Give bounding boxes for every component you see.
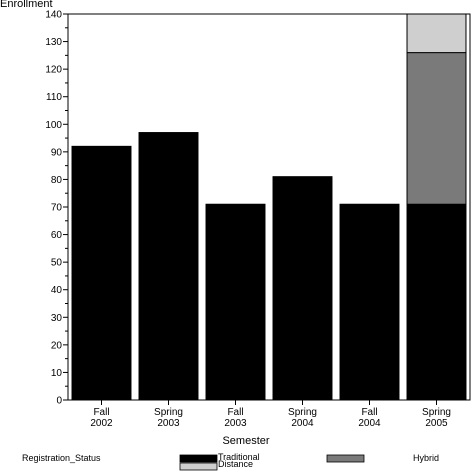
x-tick-label: 2005	[425, 418, 448, 429]
y-tick-label: 80	[51, 175, 63, 186]
x-tick-label: 2002	[90, 418, 113, 429]
bar-traditional	[272, 176, 333, 401]
y-tick-label: 100	[45, 120, 62, 131]
y-tick-label: 130	[45, 37, 62, 48]
x-tick-label: 2003	[224, 418, 247, 429]
bar-traditional	[138, 132, 199, 401]
bars	[71, 13, 467, 401]
y-tick-label: 70	[51, 203, 63, 214]
bar-distance	[406, 13, 467, 54]
legend-swatch-distance	[179, 462, 218, 471]
plot-frame	[67, 13, 471, 401]
x-tick-label: Spring	[154, 407, 183, 418]
legend: Registration_Status Traditional Hybrid Dis…	[22, 452, 439, 471]
x-tick-label: Fall	[361, 407, 377, 418]
bar-traditional	[205, 203, 266, 401]
y-tick-label: 110	[46, 92, 62, 103]
y-tick-label: 30	[51, 313, 63, 324]
y-tick-label: 0	[56, 396, 62, 407]
x-tick-label: Fall	[93, 407, 109, 418]
legend-swatch-traditional	[179, 454, 218, 463]
y-tick-labels: 0 10 20 30 40 50 60 70 80 90 100 110 120 130 140	[45, 10, 62, 407]
x-tick-label: 2004	[291, 418, 314, 429]
y-tick-label: 50	[51, 258, 63, 269]
bar-traditional	[71, 145, 132, 401]
bar-hybrid	[406, 52, 467, 205]
legend-swatch-hybrid	[326, 454, 365, 463]
y-tick-label: 90	[51, 147, 63, 158]
y-tick-label: 20	[51, 340, 63, 351]
bar-traditional	[339, 203, 400, 401]
x-tick-label: 2004	[358, 418, 381, 429]
legend-label-hybrid: Hybrid	[413, 453, 439, 463]
bar-traditional	[406, 203, 467, 401]
y-tick-label: 120	[45, 65, 62, 76]
y-tick-label: 140	[45, 10, 62, 21]
x-tick-label: 2003	[157, 418, 180, 429]
x-tick-labels: Fall2002Spring2003Fall2003Spring2004Fall…	[90, 407, 451, 429]
y-tick-label: 60	[51, 230, 63, 241]
x-axis-title: Semester	[222, 435, 269, 447]
y-tick-label: 40	[51, 285, 63, 296]
y-axis-title: Enrollment	[0, 0, 53, 10]
legend-title: Registration_Status	[22, 453, 101, 463]
x-tick-label: Spring	[288, 407, 317, 418]
legend-label-distance: Distance	[218, 459, 253, 469]
x-tick-label: Fall	[227, 407, 243, 418]
legend-label-traditional: Traditional	[218, 452, 260, 462]
x-tick-label: Spring	[422, 407, 451, 418]
y-tick-label: 10	[51, 368, 63, 379]
